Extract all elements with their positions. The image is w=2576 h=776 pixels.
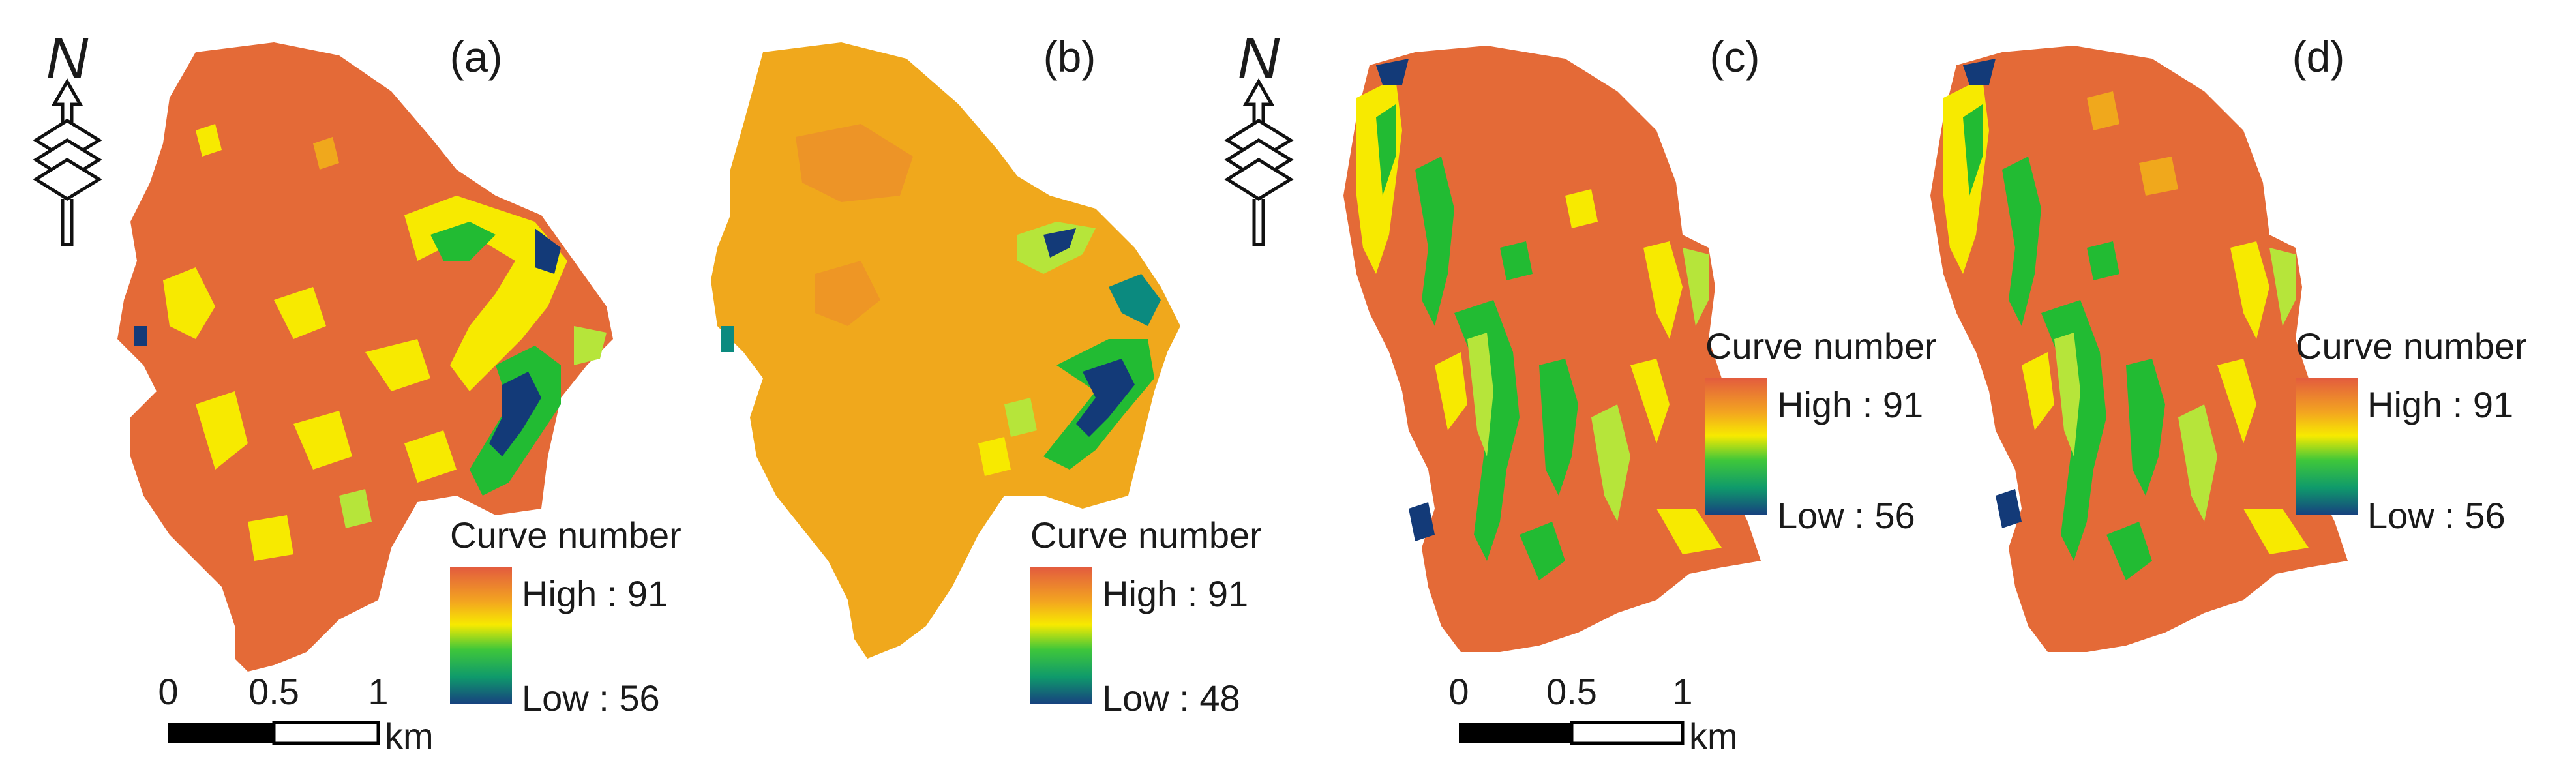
scalebar-tick: 1 — [1672, 671, 1692, 712]
scalebar-right: 0 0.5 1 km — [1448, 671, 1737, 756]
north-arrow-right: N — [1224, 26, 1294, 246]
panel-label: (d) — [2292, 33, 2345, 81]
watershed-map-b — [711, 42, 1180, 659]
legend-title: Curve number — [450, 515, 681, 556]
legend-high: High : 91 — [522, 573, 668, 614]
panel-d: (d) Curve number High : 91 Low : 56 — [1930, 33, 2527, 652]
legend-ramp — [450, 567, 512, 704]
legend-ramp — [1705, 378, 1767, 515]
legend-low: Low : 56 — [2367, 495, 2506, 536]
scalebar-unit: km — [385, 715, 434, 756]
scalebar-tick: 0.5 — [1546, 671, 1597, 712]
legend-high: High : 91 — [2367, 384, 2513, 425]
panel-a: (a) Curve number High : 91 Low : 56 — [117, 33, 681, 719]
legend-ramp — [1030, 567, 1092, 704]
scalebar-unit: km — [1689, 715, 1738, 756]
watershed-map-a — [117, 42, 613, 672]
legend-title: Curve number — [1705, 325, 1937, 366]
legend-ramp — [2296, 378, 2358, 515]
legend-high: High : 91 — [1777, 384, 1923, 425]
scalebar-left: 0 0.5 1 km — [158, 671, 433, 756]
scalebar-tick: 0 — [1448, 671, 1469, 712]
legend-high: High : 91 — [1102, 573, 1248, 614]
scalebar-tick: 0 — [158, 671, 178, 712]
panel-b: (b) Curve number High : 91 Low : 48 — [711, 33, 1262, 719]
legend-low: Low : 56 — [522, 678, 660, 719]
panel-label: (a) — [450, 33, 503, 81]
north-arrow-left: N — [33, 26, 102, 246]
legend-low: Low : 48 — [1102, 678, 1240, 719]
panel-label: (b) — [1043, 33, 1096, 81]
legend-title: Curve number — [2296, 325, 2527, 366]
panel-label: (c) — [1710, 33, 1760, 81]
scalebar-tick: 0.5 — [248, 671, 299, 712]
scalebar-tick: 1 — [368, 671, 388, 712]
panel-c: (c) Curve number High : 91 Low : 56 — [1343, 33, 1937, 652]
legend-title: Curve number — [1030, 515, 1262, 556]
legend-low: Low : 56 — [1777, 495, 1915, 536]
